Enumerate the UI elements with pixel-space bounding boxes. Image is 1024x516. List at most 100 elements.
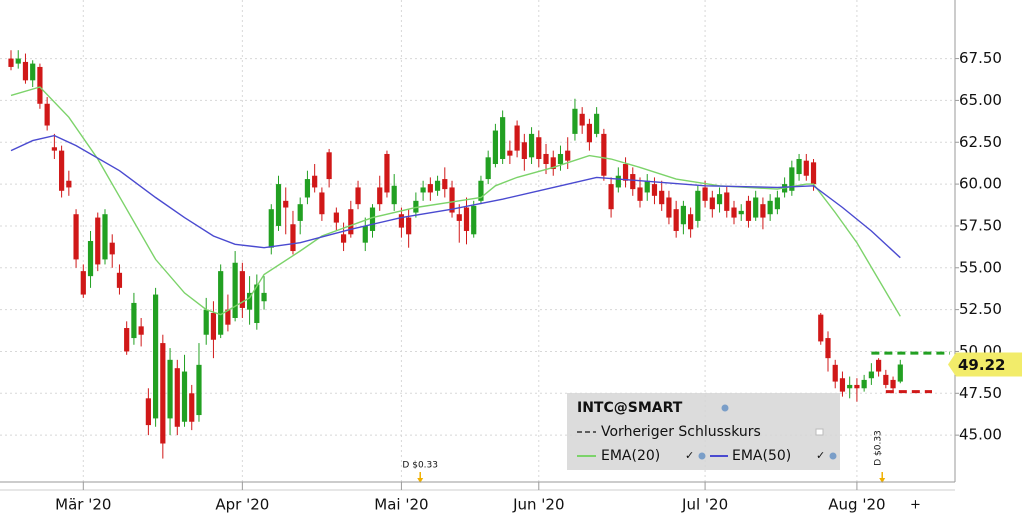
candle-body [608,184,614,210]
candle-body [528,133,535,158]
legend-label: Vorheriger Schlusskurs [601,424,761,440]
x-tick-label: Apr '20 [215,496,269,514]
candle-body [413,200,419,213]
candle-body [203,309,209,335]
legend-label: EMA(20) [601,448,660,464]
candle-body [15,58,21,64]
candle-body [434,180,441,191]
y-tick-label: 65.00 [959,91,1002,109]
candle-body [218,271,224,335]
candle-body [673,209,679,231]
candle-body [738,210,744,215]
candle-body [637,187,643,201]
candle-body [232,262,238,318]
candle-body [124,328,130,352]
candle-body [210,312,217,340]
y-tick-label: 62.50 [959,133,1002,151]
candle-body [492,130,499,165]
legend-label: EMA(50) [732,448,791,464]
candle-body [44,103,50,126]
candle-body [854,384,860,389]
candle-body [630,174,636,190]
last-price: 49.22 [958,356,1005,374]
candle-body [442,179,448,190]
y-tick-label: 60.00 [959,175,1002,193]
candle-body [95,217,101,265]
candle-body [268,209,274,248]
candle-body [478,180,484,201]
candle-body [847,384,853,389]
candle-body [319,192,325,215]
dividend-label: D $0.33 [402,461,438,471]
candle-body [420,187,426,193]
legend-icon[interactable] [698,452,706,460]
candle-body [789,167,795,191]
candle-body [868,371,874,379]
candle-body [774,197,780,210]
candle-body [485,157,491,180]
candle-body [876,359,882,372]
candle-body [22,61,29,81]
candle-body [384,153,390,193]
legend-icon [721,404,729,412]
candle-body [709,197,715,210]
x-tick-label: Jun '20 [512,496,564,514]
candle-body [622,164,629,181]
candle-body [406,217,412,235]
candle-body [767,200,773,215]
candle-body [810,162,817,185]
candle-body [839,378,846,392]
candle-body [724,192,730,211]
candle-body [601,133,607,176]
candle-body [666,197,672,218]
ema-line [10,86,901,317]
x-tick-label: Jul '20 [681,496,728,514]
candle-body [246,292,253,310]
candle-body [196,364,202,416]
y-tick-label: 57.50 [959,216,1002,234]
candle-body [832,364,838,382]
y-tick-label: 55.00 [959,258,1002,276]
candle-body [449,187,455,213]
candle-body [333,212,339,223]
y-tick-label: 52.50 [959,300,1002,318]
candle-body [174,368,180,427]
candle-body [579,113,585,126]
candle-body [695,190,701,221]
candle-body [261,292,267,302]
candle-body [297,204,303,221]
candle-body [543,153,549,165]
candle-body [398,214,405,228]
expand-icon[interactable]: + [910,498,921,513]
candle-body [514,125,520,151]
legend: INTC@SMART Vorheriger Schlusskurs EMA(20… [567,393,840,470]
candle-body [651,184,658,196]
x-tick-label: Mai '20 [374,496,428,514]
candle-body [348,209,354,235]
candle-body [239,271,245,308]
plot: D $0.33 D $0.33 [8,50,950,483]
candle-body [753,197,759,218]
y-tick-label: 67.50 [959,49,1002,67]
candle-body [796,158,802,175]
legend-check[interactable]: ✓ [685,449,694,462]
candle-body [51,147,57,151]
candle-body [225,309,231,325]
candle-body [594,113,600,134]
candle-body [803,160,809,176]
legend-icon[interactable] [829,452,837,460]
candle-body [131,302,137,339]
candle-body [340,234,347,243]
candle-body [897,364,903,382]
candle-body [102,214,108,260]
candle-body [716,194,723,205]
candle-body [275,184,282,226]
legend-icon [815,428,824,436]
candle-body [818,314,824,342]
candle-body [80,271,86,295]
candle-body [745,200,752,221]
legend-check[interactable]: ✓ [816,449,825,462]
candle-body [138,326,144,335]
